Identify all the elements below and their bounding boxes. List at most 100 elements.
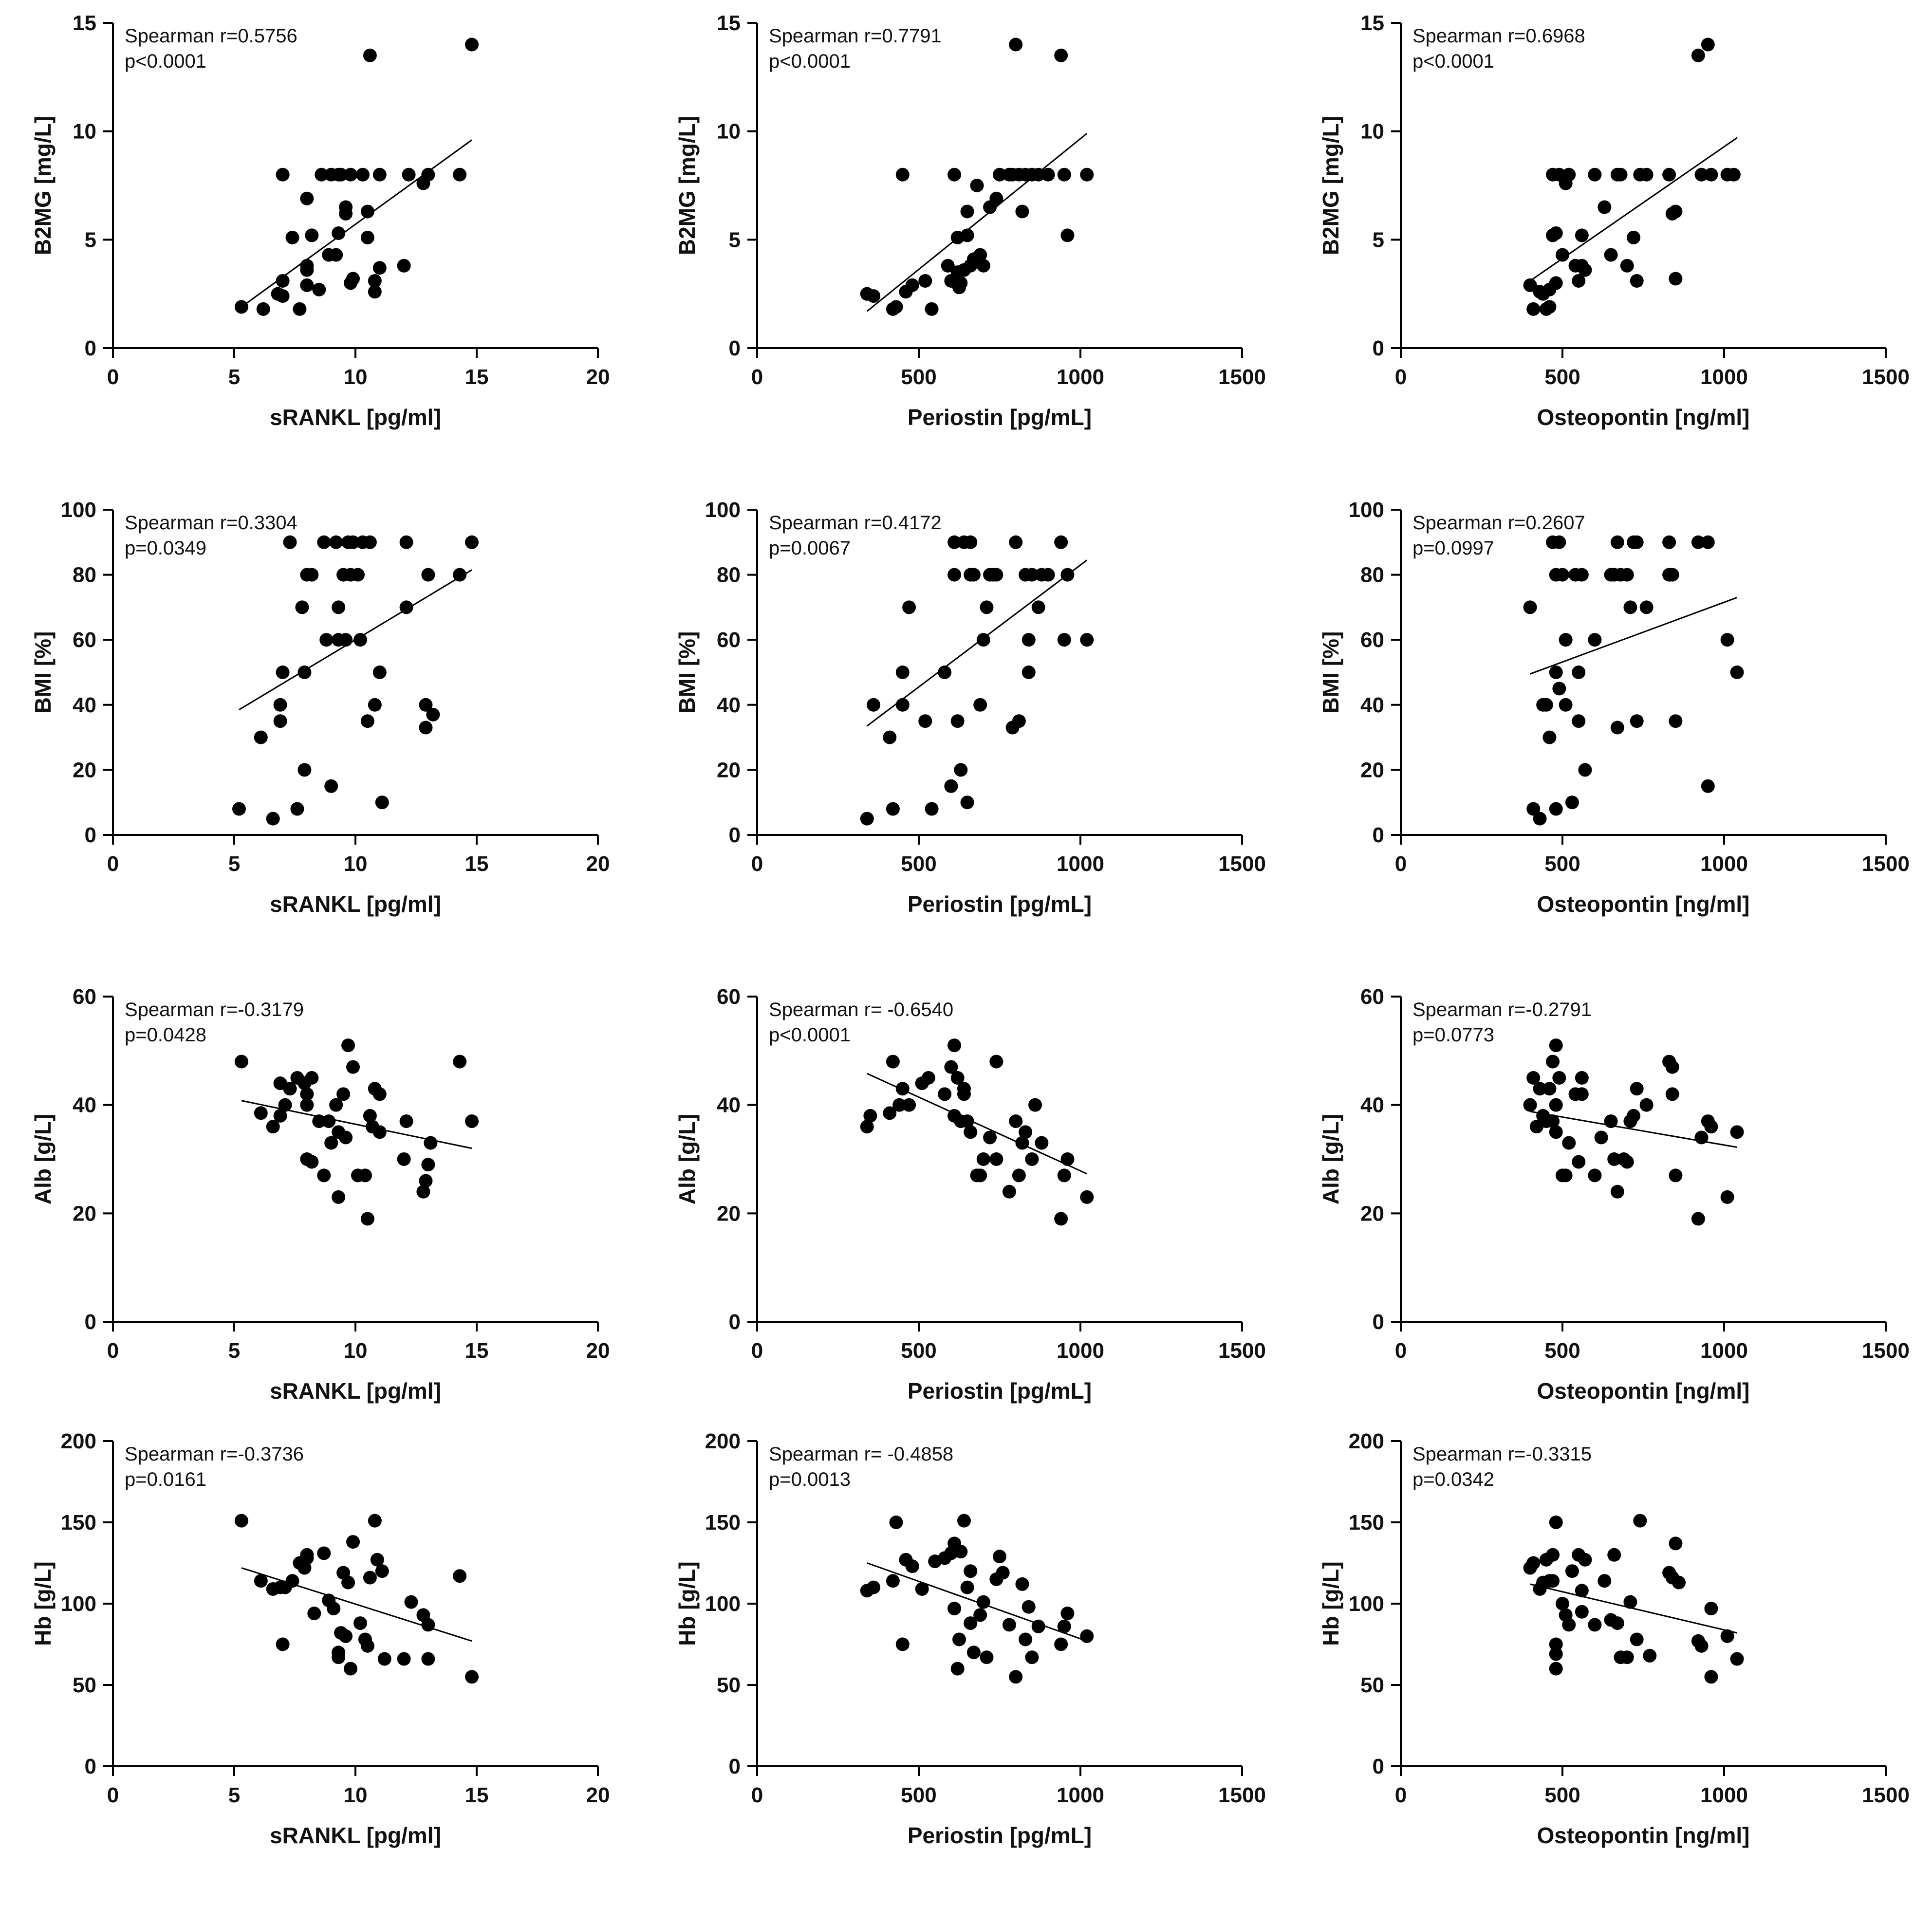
- data-point: [966, 568, 981, 582]
- x-tick-label: 1500: [1218, 852, 1266, 876]
- data-point: [397, 1152, 411, 1166]
- data-point: [1526, 1556, 1541, 1570]
- data-point: [960, 228, 974, 242]
- panel-alb-srankl: 0 5 10 15 20 0 20 40 60 sRANKL [pg/ml] Alb [g/L] Sp…: [0, 974, 644, 1461]
- data-point: [954, 276, 968, 290]
- data-point: [334, 167, 348, 182]
- spearman-r-label: Spearman r=0.3304: [125, 512, 297, 534]
- data-point: [1546, 1054, 1560, 1069]
- x-tick-label: 0: [751, 365, 763, 389]
- y-tick-label: 60: [717, 628, 741, 652]
- data-point: [355, 167, 370, 182]
- data-point: [1060, 1152, 1075, 1166]
- data-point: [1701, 37, 1715, 52]
- data-point: [1031, 167, 1045, 182]
- data-point: [1022, 666, 1036, 679]
- x-tick-label: 500: [1544, 1783, 1580, 1807]
- y-tick-label: 60: [1360, 985, 1384, 1009]
- data-point: [285, 1574, 299, 1588]
- data-point: [1022, 633, 1036, 647]
- data-point: [925, 802, 939, 816]
- y-tick-label: 50: [1360, 1673, 1384, 1697]
- y-axis-title: Alb [g/L]: [30, 1114, 56, 1205]
- x-tick-label: 20: [586, 1339, 610, 1363]
- data-point: [1704, 1120, 1718, 1134]
- data-point: [1054, 1637, 1068, 1651]
- y-axis-title: Hb [g/L]: [674, 1561, 700, 1646]
- x-tick-label: 20: [586, 365, 610, 389]
- data-point: [372, 167, 387, 182]
- data-point: [397, 1652, 411, 1666]
- data-point: [944, 779, 958, 793]
- data-point: [1526, 802, 1541, 816]
- p-value-label: p<0.0001: [125, 51, 206, 72]
- data-point: [1054, 535, 1068, 549]
- data-point: [324, 1136, 338, 1150]
- y-tick-label: 40: [717, 1093, 741, 1117]
- y-tick-label: 0: [85, 1310, 96, 1334]
- data-point: [1009, 1670, 1023, 1684]
- data-point: [317, 535, 331, 549]
- x-tick-label: 15: [465, 852, 489, 876]
- data-point: [905, 278, 919, 292]
- data-point: [276, 274, 290, 288]
- data-point: [1607, 1548, 1621, 1562]
- data-point: [993, 1550, 1006, 1564]
- data-point: [329, 535, 343, 549]
- data-point: [346, 1060, 360, 1074]
- data-point: [1054, 1212, 1068, 1226]
- p-value-label: p<0.0001: [1412, 51, 1494, 72]
- b2mg-periostin-plot: 0 500 1000 1500 0 5 10 15 Periostin [pg/mL] B2MG …: [674, 11, 1266, 430]
- data-point: [312, 1114, 326, 1128]
- data-point: [1552, 535, 1566, 549]
- data-point: [1691, 1212, 1705, 1226]
- data-point: [300, 1551, 314, 1565]
- x-tick-label: 0: [751, 852, 763, 876]
- data-point: [421, 1652, 435, 1666]
- data-point: [1549, 1098, 1563, 1112]
- data-point: [416, 1184, 430, 1199]
- panel-hb-periostin: 0 500 1000 1500 0 50 100 150 200 Periostin [pg/mL…: [644, 1418, 1288, 1905]
- data-point: [941, 259, 955, 273]
- alb-osteopontin-plot: 0 500 1000 1500 0 20 40 60 Osteopontin [ng/ml] Al…: [1318, 985, 1910, 1404]
- data-point: [1025, 568, 1039, 582]
- data-point: [1588, 633, 1602, 647]
- x-tick-label: 1000: [1057, 852, 1104, 876]
- data-point: [336, 1087, 351, 1101]
- data-point: [1549, 1125, 1563, 1139]
- data-point: [1542, 730, 1557, 744]
- data-point: [973, 248, 987, 262]
- data-point: [1562, 1136, 1576, 1150]
- x-tick-label: 1000: [1700, 852, 1748, 876]
- data-point: [276, 289, 290, 303]
- data-point: [254, 730, 268, 744]
- data-point: [465, 37, 479, 52]
- data-point: [1025, 1650, 1039, 1665]
- data-point: [1627, 230, 1641, 244]
- data-point: [889, 300, 903, 314]
- data-point: [1019, 1125, 1033, 1139]
- data-point: [1002, 1184, 1016, 1199]
- x-axis-title: sRANKL [pg/ml]: [270, 1823, 441, 1848]
- data-point: [895, 698, 910, 712]
- data-point: [1620, 259, 1634, 273]
- data-point: [404, 1595, 418, 1609]
- y-tick-label: 20: [1360, 1202, 1384, 1225]
- y-tick-label: 40: [1360, 1093, 1384, 1117]
- data-point: [947, 1038, 962, 1053]
- bmi-osteopontin-plot: 0 500 1000 1500 0 20 40 60 80 100 Osteopontin [ng/…: [1318, 498, 1910, 917]
- data-point: [1630, 714, 1644, 728]
- data-point: [276, 1637, 290, 1651]
- data-point: [1559, 698, 1573, 712]
- regression-line: [241, 1567, 472, 1642]
- data-point: [1669, 1168, 1683, 1183]
- y-tick-label: 60: [73, 985, 96, 1009]
- y-tick-label: 40: [73, 1093, 96, 1117]
- y-tick-label: 0: [1373, 336, 1384, 360]
- data-point: [983, 1130, 997, 1145]
- data-point: [1588, 1168, 1602, 1183]
- data-point: [273, 1109, 287, 1123]
- y-axis-title: B2MG [mg/L]: [30, 116, 56, 255]
- data-point: [368, 285, 382, 299]
- data-point: [1015, 1136, 1029, 1150]
